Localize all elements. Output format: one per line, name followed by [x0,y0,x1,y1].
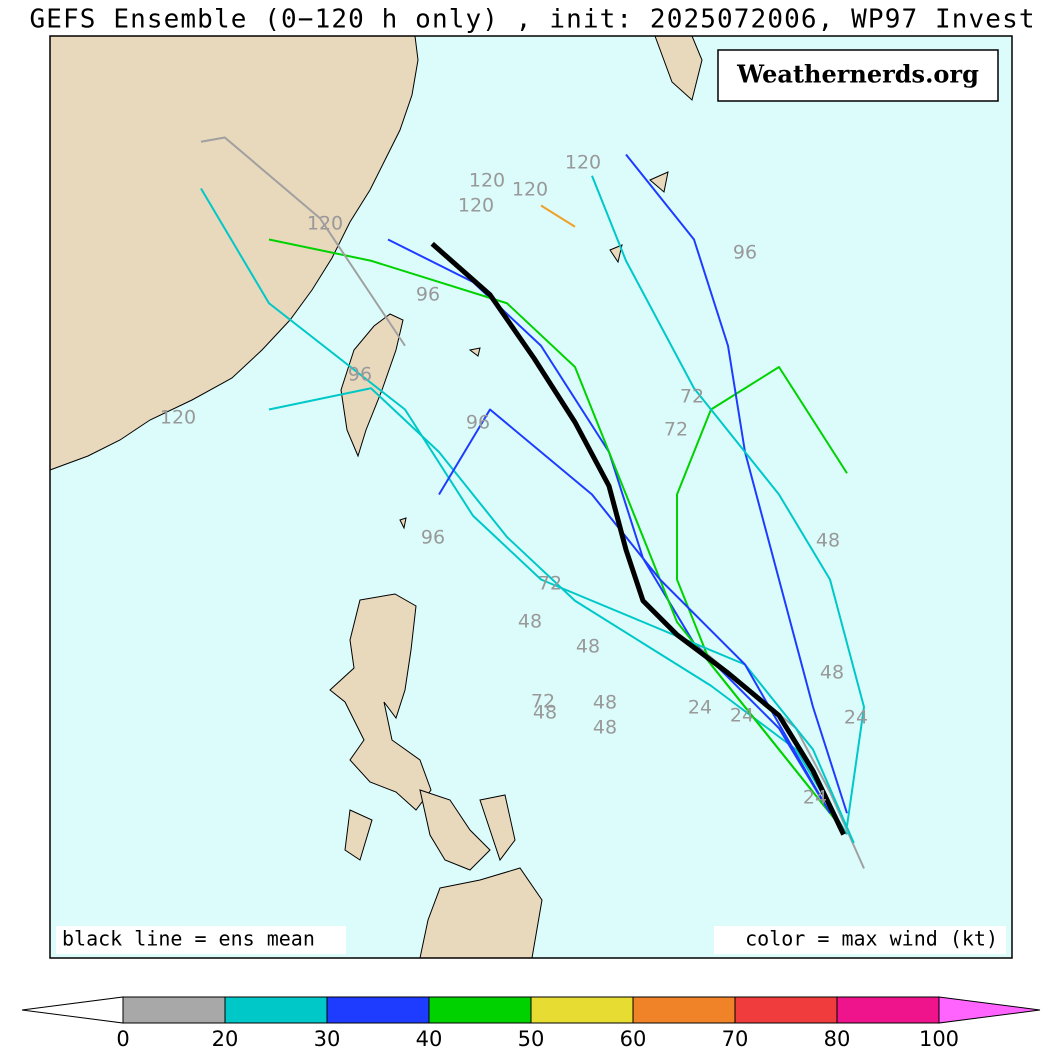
hour-label: 48 [533,702,557,724]
hour-label: 72 [531,691,555,713]
hour-label: 96 [733,242,757,264]
hour-label: 72 [538,573,562,595]
colorbar-label: 100 [919,1027,959,1051]
hour-label: 96 [416,284,440,306]
colorbar-label: 30 [314,1027,341,1051]
hour-label: 120 [469,170,505,192]
hour-label: 72 [664,419,688,441]
member-track [268,238,814,793]
hour-label: 24 [688,697,712,719]
colorbar-extend-low [21,996,124,1024]
note-box [714,926,1006,954]
hour-label: 120 [307,213,343,235]
colorbar-label: 70 [722,1027,749,1051]
member-track [268,387,848,836]
member-track [438,408,831,814]
colorbar-label: 40 [416,1027,443,1051]
hour-labels: 120 120 120 120 120 120 96 96 96 96 96 7… [160,152,868,809]
hour-label: 48 [816,530,840,552]
hour-label: 48 [593,717,617,739]
colorbar-segment [122,996,226,1024]
colorbar-segment [734,996,838,1024]
hour-label: 48 [593,692,617,714]
mean-track [430,241,846,836]
frame [49,35,1013,959]
hour-label: 120 [512,179,548,201]
colorbar-label: 50 [518,1027,545,1051]
colorbar-label: 80 [824,1027,851,1051]
colorbar-segment [428,996,532,1024]
colorbar-segment [224,996,328,1024]
land-visayas [344,789,516,871]
colorbar-label: 0 [116,1027,129,1051]
hour-label: 48 [576,636,600,658]
colorbar-segment [530,996,634,1024]
hour-label: 96 [421,527,445,549]
member-track [200,136,406,347]
colorbar-label: 60 [620,1027,647,1051]
land-china [49,35,419,471]
land-taiwan [340,313,404,458]
colorbar-segment [836,996,940,1024]
hour-label: 120 [160,407,196,429]
colorbar-segment [632,996,736,1024]
member-track [200,187,855,844]
hour-label: 72 [680,386,704,408]
credit-box [717,49,999,102]
credit: Weathernerds.org [736,60,979,89]
hour-label: 48 [820,662,844,684]
hour-label: 24 [844,707,868,729]
title: GEFS Ensemble (0−120 h only) , init: 202… [30,5,1035,35]
hour-label: 24 [730,705,754,727]
hour-label: 24 [803,787,827,809]
hour-label: 96 [348,364,372,386]
hour-label: 120 [458,195,494,217]
land-islands [399,171,669,530]
hour-label: 48 [518,611,542,633]
member-track [591,175,865,827]
land-mindanao [419,867,543,959]
note-right: color = max wind (kt) [745,927,998,951]
colorbar-label: 20 [212,1027,239,1051]
hour-label: 120 [565,152,601,174]
note-box [56,926,346,954]
colorbar-segment [326,996,430,1024]
colorbar-extend-high [938,996,1041,1024]
hour-label: 96 [466,412,490,434]
note-left: black line = ens mean [62,927,315,951]
member-track [540,204,576,228]
